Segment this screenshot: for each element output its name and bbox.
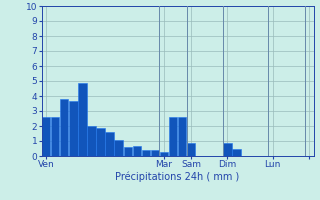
Bar (232, 148, 241, 156)
Bar (78, 82, 87, 156)
Bar (124, 147, 132, 156)
Bar (51, 117, 60, 156)
Bar (151, 150, 159, 156)
Bar (160, 152, 168, 156)
Bar (169, 117, 177, 156)
Bar (223, 143, 232, 156)
Bar (142, 150, 150, 156)
X-axis label: Précipitations 24h ( mm ): Précipitations 24h ( mm ) (116, 172, 240, 182)
Bar (42, 117, 50, 156)
Bar (105, 132, 114, 156)
Bar (178, 117, 186, 156)
Bar (60, 99, 68, 156)
Bar (69, 100, 77, 156)
Bar (187, 143, 196, 156)
Bar (115, 140, 123, 156)
Bar (96, 128, 105, 156)
Bar (132, 146, 141, 156)
Bar (87, 126, 96, 156)
